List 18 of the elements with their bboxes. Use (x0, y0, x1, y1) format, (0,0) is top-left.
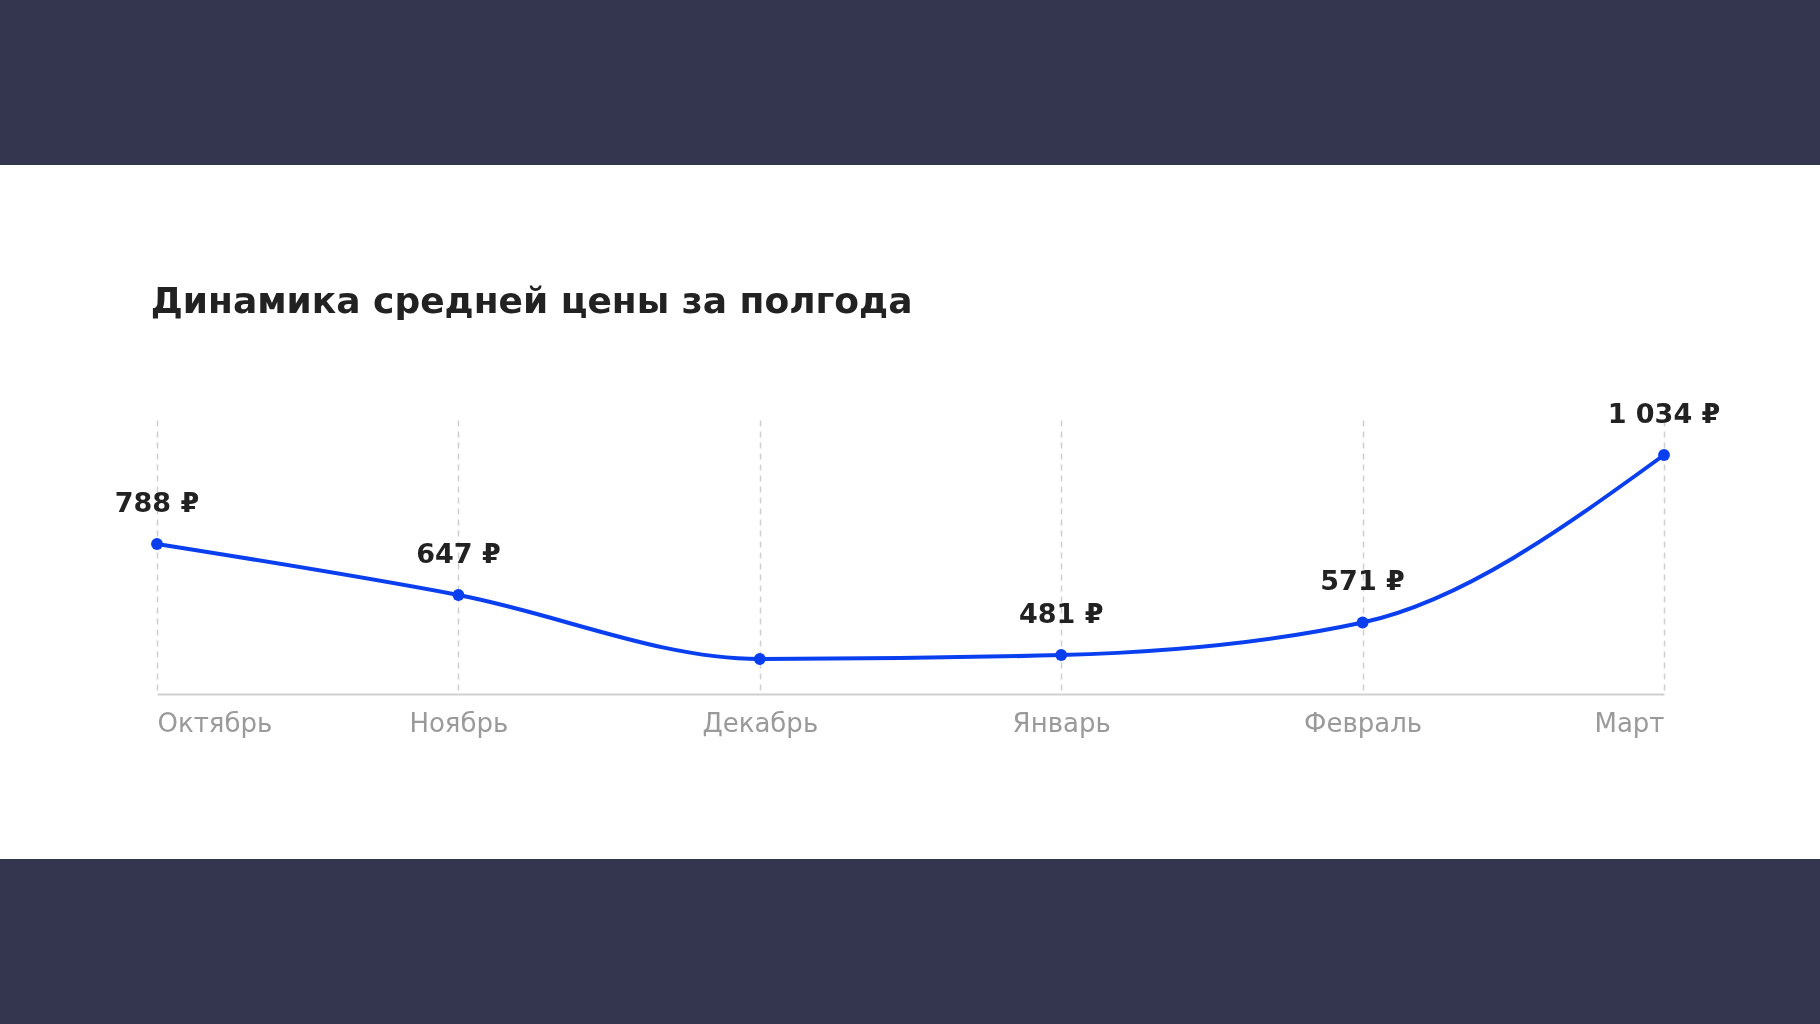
data-label: 788 ₽ (114, 486, 200, 518)
data-label: 481 ₽ (1018, 598, 1104, 630)
point (1055, 649, 1068, 661)
point (753, 653, 766, 665)
x-tick-label: Декабрь (702, 707, 819, 738)
point (151, 538, 163, 550)
point (1658, 449, 1670, 461)
chart-title: Динамика средней цены за полгода (150, 280, 913, 321)
x-tick-label: Февраль (1304, 707, 1423, 738)
data-label: 647 ₽ (416, 537, 501, 569)
point (452, 589, 465, 601)
x-tick-label: Ноябрь (409, 707, 509, 738)
data-label: 1 034 ₽ (1607, 398, 1721, 429)
x-tick-label: Октябрь (157, 707, 273, 738)
data-label: 571 ₽ (1320, 565, 1405, 597)
point (1356, 616, 1369, 629)
x-tick-label: Январь (1012, 707, 1111, 738)
x-tick-label: Март (1594, 707, 1665, 738)
